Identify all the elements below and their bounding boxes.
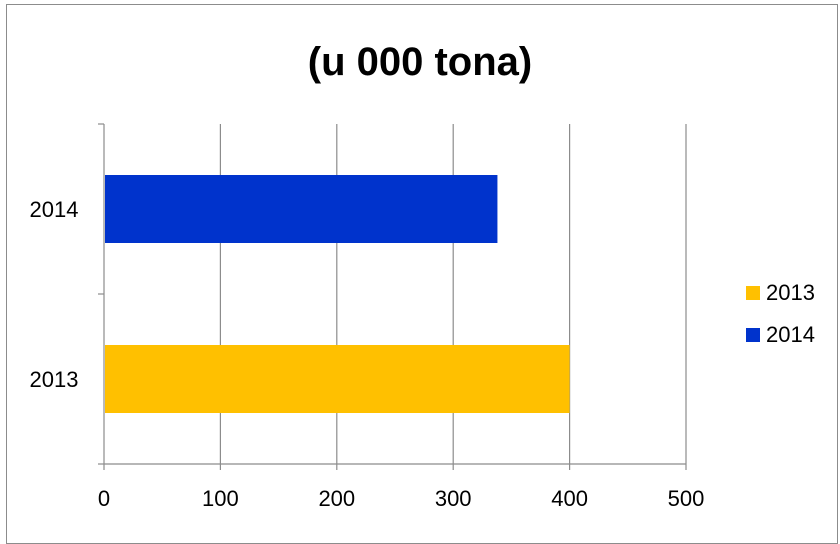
y-tick-label-2013: 2013: [30, 367, 79, 392]
x-tick-label-500: 500: [668, 486, 705, 511]
bar-chart-plot: 0 100 200 300 400 500 2013 2014: [30, 123, 704, 511]
legend-item-2014: 2014: [746, 318, 815, 352]
x-tick-label-300: 300: [435, 486, 472, 511]
legend-swatch-2013: [746, 286, 760, 300]
bars: [105, 175, 570, 413]
legend-label-2013: 2013: [766, 280, 815, 305]
y-tick-label-2014: 2014: [30, 197, 79, 222]
y-tick-labels: 2013 2014: [30, 197, 79, 392]
x-tick-label-100: 100: [202, 486, 239, 511]
chart-frame: [6, 4, 838, 544]
bar-2014: [105, 175, 498, 243]
legend-label-2014: 2014: [766, 322, 815, 347]
x-tick-label-0: 0: [98, 486, 110, 511]
legend-swatch-2014: [746, 328, 760, 342]
legend-item-2013: 2013: [746, 276, 815, 310]
x-tick-labels: 0 100 200 300 400 500: [98, 486, 704, 511]
legend: 2013 2014: [746, 276, 815, 360]
bar-2013: [105, 345, 570, 413]
x-tick-label-400: 400: [551, 486, 588, 511]
chart-title: (u 000 tona): [307, 40, 533, 84]
axes: [98, 123, 686, 465]
x-tick-label-200: 200: [318, 486, 355, 511]
